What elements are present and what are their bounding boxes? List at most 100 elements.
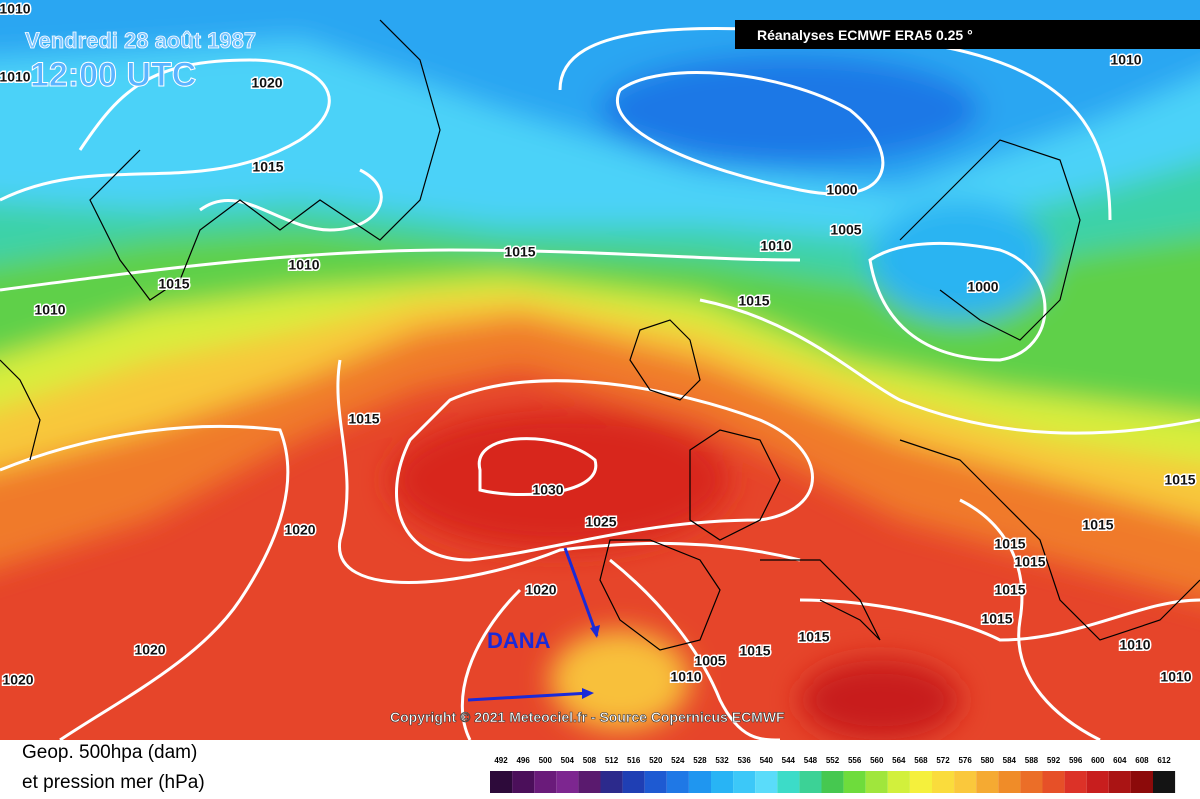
isobar-label: 1010	[288, 257, 319, 273]
isobar-label: 1025	[585, 514, 616, 530]
isobar-label: 1005	[694, 653, 725, 669]
source: Réanalyses ECMWF ERA5 0.25 °	[757, 27, 973, 43]
source-box	[735, 20, 1200, 49]
scale-label: 568	[914, 756, 928, 765]
isobar-label: 1020	[2, 672, 33, 688]
color-swatch	[1153, 771, 1176, 793]
scale-label: 572	[936, 756, 950, 765]
scale-label: 516	[627, 756, 641, 765]
scale-label: 520	[649, 756, 663, 765]
annotation: DANA	[487, 628, 551, 653]
color-swatch	[1108, 771, 1131, 793]
isobar-label: 1015	[994, 536, 1025, 552]
color-swatch	[777, 771, 800, 793]
scale-label: 612	[1157, 756, 1171, 765]
legend-title: et pression mer (hPa)	[22, 772, 205, 793]
scale-label: 608	[1135, 756, 1149, 765]
scale-label: 500	[539, 756, 553, 765]
scale-label: 492	[494, 756, 508, 765]
isobar-label: 1015	[739, 643, 770, 659]
coastlines	[0, 19, 1200, 651]
isobar-label: 1015	[981, 611, 1012, 627]
color-swatch	[887, 771, 910, 793]
scale-label: 592	[1047, 756, 1061, 765]
color-swatch	[799, 771, 822, 793]
isobar-label: 1020	[284, 522, 315, 538]
isobar-label: 1015	[158, 276, 189, 292]
color-swatch	[733, 771, 756, 793]
color-swatch	[688, 771, 711, 793]
scale-label: 496	[516, 756, 530, 765]
color-swatch	[512, 771, 535, 793]
color-swatch	[534, 771, 557, 793]
scale-label: 536	[737, 756, 751, 765]
scale-label: 544	[782, 756, 796, 765]
color-swatch	[1020, 771, 1043, 793]
time: 12:00 UTC	[30, 56, 196, 94]
color-swatch	[556, 771, 579, 793]
isobar-label: 1020	[525, 582, 556, 598]
color-swatch	[1042, 771, 1065, 793]
isobar-label: 1015	[1082, 517, 1113, 533]
color-swatch	[821, 771, 844, 793]
isobar-label: 1005	[830, 222, 861, 238]
isobar-label: 1010	[1110, 52, 1141, 68]
isobar-label: 1010	[0, 1, 31, 17]
scale-label: 540	[760, 756, 774, 765]
color-swatch	[490, 771, 513, 793]
isobar-label: 1010	[1160, 669, 1191, 685]
colorbar: 492 496 500 504 508 512 516 520 524 528 532 536 540 5…	[490, 756, 1176, 793]
isobar-label: 1010	[1119, 637, 1150, 653]
scale-label: 528	[693, 756, 707, 765]
scale-label: 524	[671, 756, 685, 765]
color-swatch	[932, 771, 955, 793]
isobar-label: 1030	[532, 482, 563, 498]
scale-label: 532	[715, 756, 729, 765]
isobar-label: 1015	[1164, 472, 1195, 488]
color-swatch	[865, 771, 888, 793]
color-swatch	[578, 771, 601, 793]
color-swatch	[644, 771, 667, 793]
color-swatch	[600, 771, 623, 793]
color-swatch	[843, 771, 866, 793]
isobar-label: 1015	[504, 244, 535, 260]
color-swatch	[998, 771, 1021, 793]
copyright: Copyright © 2021 Meteociel.fr - Source C…	[390, 709, 785, 725]
scale-label: 588	[1025, 756, 1039, 765]
scale-label: 584	[1003, 756, 1017, 765]
color-swatch	[666, 771, 689, 793]
isobar-label: 1000	[967, 279, 998, 295]
isobar-label: 1020	[134, 642, 165, 658]
isobar-label: 1015	[1014, 554, 1045, 570]
isobar-label: 1015	[348, 411, 379, 427]
scale-label: 600	[1091, 756, 1105, 765]
scale-label: 604	[1113, 756, 1127, 765]
scale-label: 580	[981, 756, 995, 765]
isobar-label: 1020	[251, 75, 282, 91]
scale-label: 552	[826, 756, 840, 765]
arrow-head	[590, 625, 600, 638]
isobar-label: 1000	[826, 182, 857, 198]
color-swatch	[711, 771, 734, 793]
isobar-labels: 1010 1010 1020 1015 1010 1015 1010 1015 1010 1015…	[0, 0, 1197, 689]
isobar-label: 1015	[798, 629, 829, 645]
color-swatch	[1064, 771, 1087, 793]
color-swatch	[755, 771, 778, 793]
scale-label: 504	[561, 756, 575, 765]
scale-label: 596	[1069, 756, 1083, 765]
scale-label: 508	[583, 756, 597, 765]
scale-label: 512	[605, 756, 619, 765]
map-field: 1010 1010 1020 1015 1010 1015 1010 1015 1010 1015…	[0, 0, 1200, 740]
scale-label: 560	[870, 756, 884, 765]
scale-label: 576	[958, 756, 972, 765]
arrow-head	[582, 688, 594, 699]
legend-title: Geop. 500hpa (dam)	[22, 742, 197, 763]
date: Vendredi 28 août 1987	[25, 28, 256, 53]
isobar-label: 1010	[760, 238, 791, 254]
isobar-label: 1015	[252, 159, 283, 175]
color-swatch	[909, 771, 932, 793]
isobar-label: 1015	[738, 293, 769, 309]
scale-label: 564	[892, 756, 906, 765]
color-swatch	[976, 771, 999, 793]
